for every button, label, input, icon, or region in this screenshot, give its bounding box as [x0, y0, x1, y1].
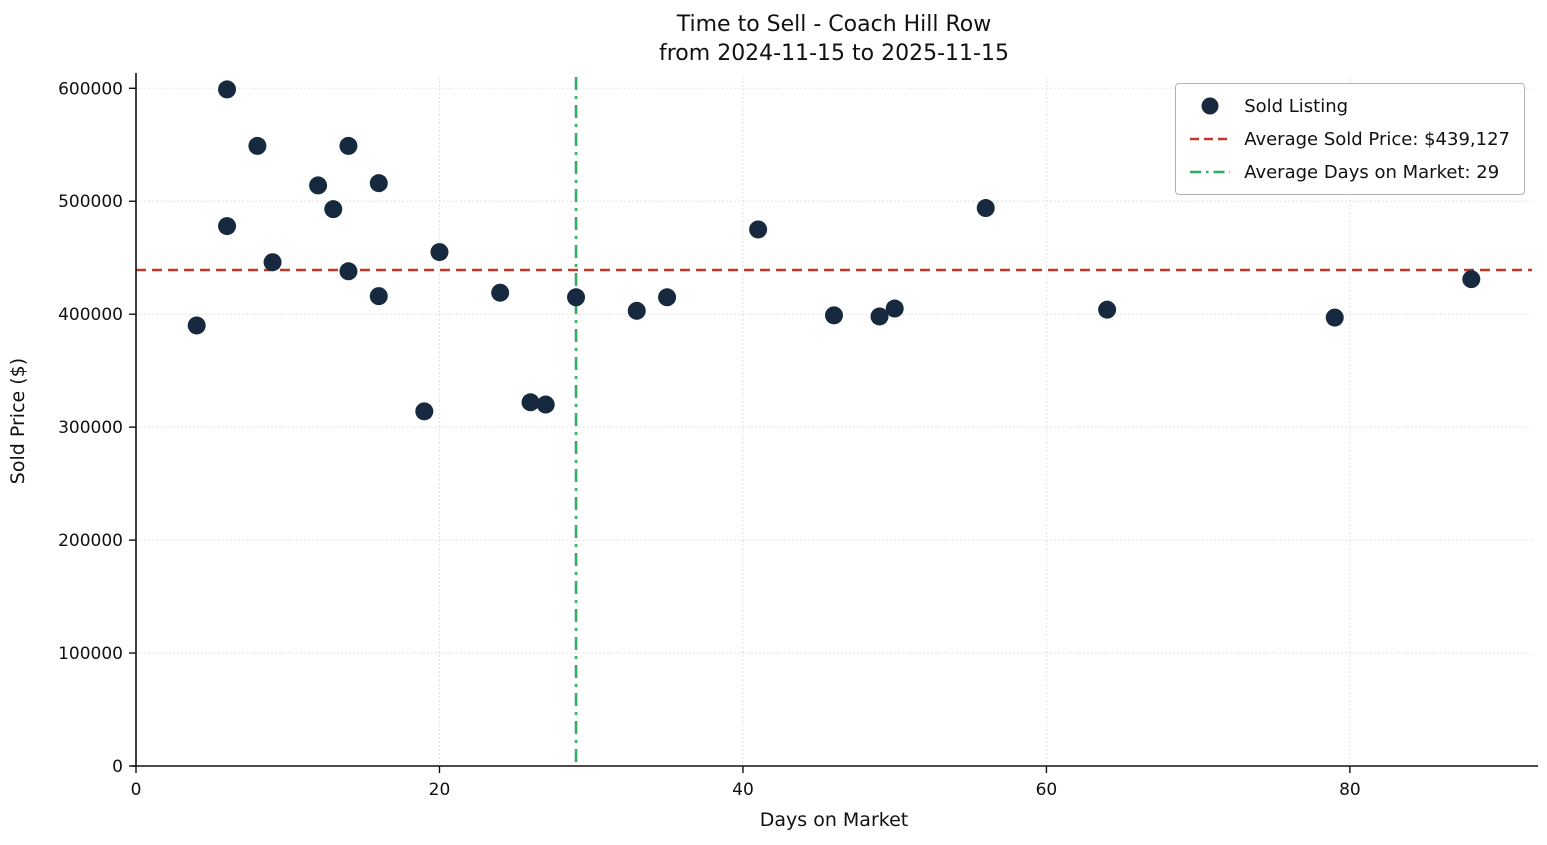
y-axis-label: Sold Price ($): [7, 358, 29, 484]
y-tick-label: 600000: [58, 79, 123, 99]
data-point: [825, 306, 843, 325]
legend-item-sold-listing: Sold Listing: [1188, 93, 1510, 119]
data-point: [218, 80, 237, 99]
data-point: [248, 136, 267, 155]
data-point: [976, 199, 995, 218]
y-tick-label: 500000: [58, 192, 123, 212]
data-point: [491, 283, 510, 302]
data-point: [187, 316, 206, 335]
x-tick-label: 0: [131, 780, 142, 800]
data-point: [749, 220, 768, 239]
x-axis-label: Days on Market: [760, 809, 908, 831]
data-point: [870, 307, 889, 326]
y-tick-label: 0: [112, 757, 123, 777]
sold-listing-dot-icon: [1188, 96, 1232, 116]
data-point: [1098, 300, 1117, 319]
data-point: [324, 200, 343, 219]
data-point: [885, 299, 904, 318]
legend-label-average-price: Average Sold Price: $439,127: [1244, 128, 1510, 150]
data-point: [369, 174, 388, 193]
x-tick-label: 20: [429, 780, 451, 800]
y-tick-label: 400000: [58, 305, 123, 325]
data-point: [309, 176, 328, 195]
data-point: [521, 393, 540, 412]
legend-item-average-days: Average Days on Market: 29: [1188, 159, 1510, 185]
data-point: [263, 253, 282, 272]
data-point: [567, 288, 586, 307]
data-point: [339, 136, 358, 155]
legend-label-sold-listing: Sold Listing: [1244, 95, 1349, 117]
x-tick-label: 60: [1036, 780, 1058, 800]
y-tick-label: 300000: [58, 418, 123, 438]
legend-label-average-days: Average Days on Market: 29: [1244, 161, 1500, 183]
y-tick-label: 100000: [58, 644, 123, 664]
data-point: [415, 402, 434, 421]
data-point: [627, 301, 646, 320]
data-point: [218, 217, 237, 236]
x-tick-label: 40: [732, 780, 754, 800]
y-tick-label: 200000: [58, 531, 123, 551]
data-point: [339, 262, 358, 281]
data-point: [658, 288, 677, 307]
legend-item-average-price: Average Sold Price: $439,127: [1188, 126, 1510, 152]
data-point: [536, 395, 555, 414]
data-point: [1325, 308, 1344, 327]
legend: Sold Listing Average Sold Price: $439,12…: [1175, 83, 1525, 195]
data-point: [1462, 270, 1481, 289]
x-tick-label: 80: [1339, 780, 1361, 800]
average-days-line-icon: [1188, 162, 1232, 182]
average-price-line-icon: [1188, 129, 1232, 149]
data-point: [430, 243, 449, 262]
data-point: [369, 287, 388, 306]
